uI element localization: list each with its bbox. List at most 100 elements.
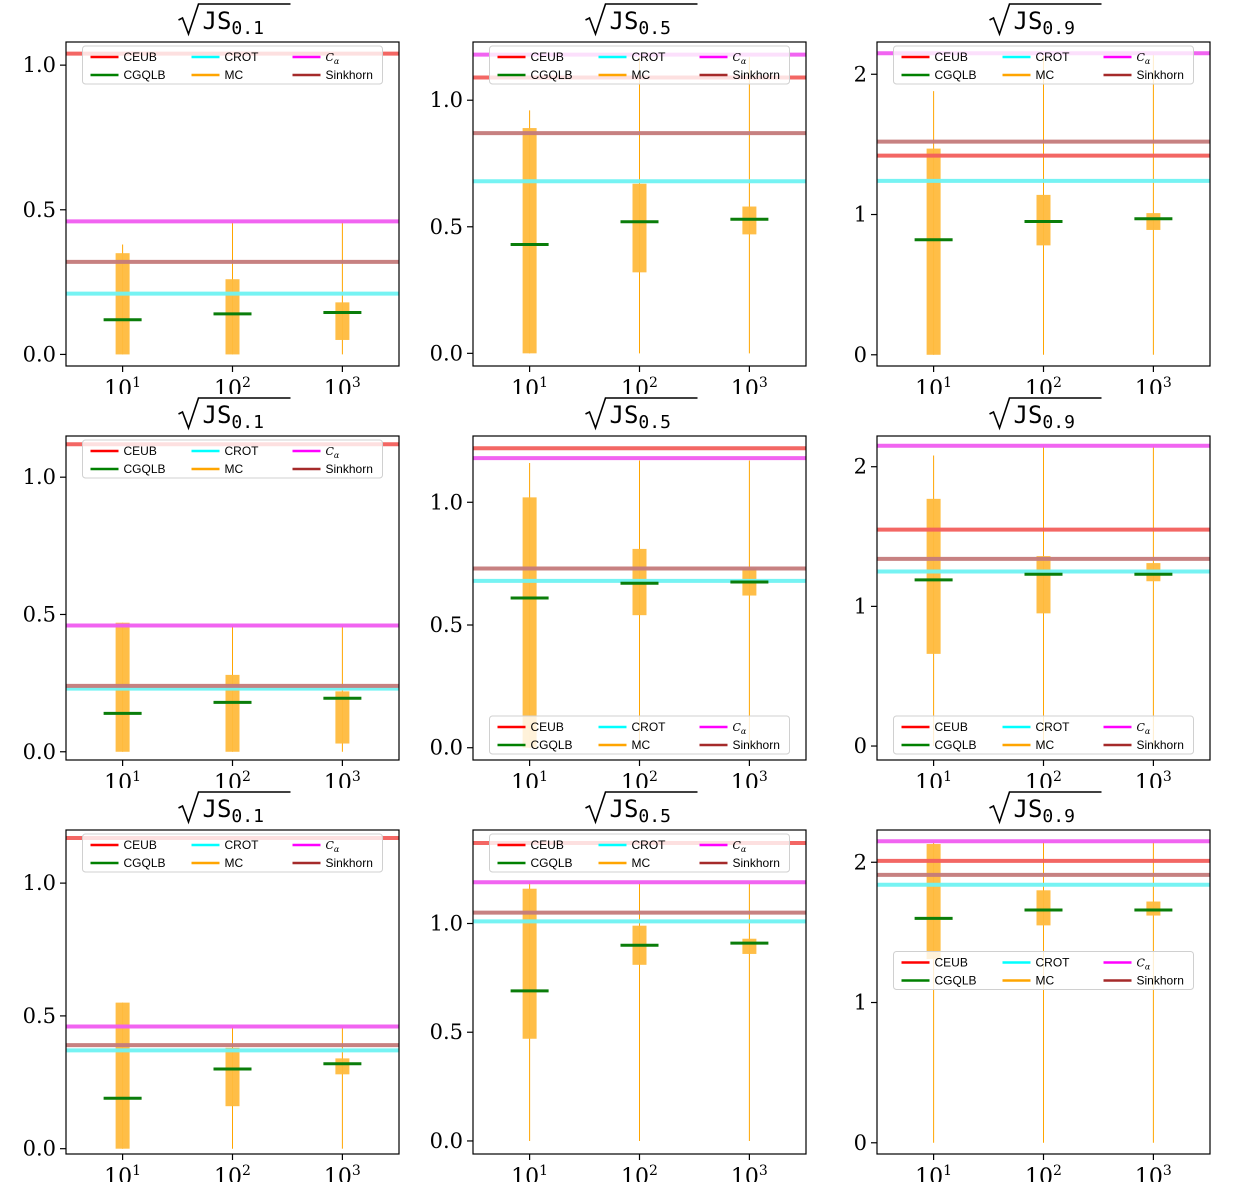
mc-box: [522, 497, 537, 748]
y-tick-label: 1: [854, 203, 867, 227]
y-tick-label: 1: [854, 991, 867, 1015]
y-tick-label: 0.0: [430, 1129, 463, 1153]
mc-box: [115, 1002, 130, 1149]
legend-label: CGQLB: [935, 738, 977, 752]
mc-box: [225, 674, 240, 752]
svg-text:JS0.5: JS0.5: [610, 401, 671, 433]
mc-box: [1036, 890, 1051, 926]
x-tick-label: 103: [1135, 375, 1172, 394]
x-tick-label: 102: [1025, 1163, 1062, 1182]
subplot-title: JS0.5: [585, 397, 698, 433]
legend-label: Sinkhorn: [326, 462, 373, 476]
legend-label: CGQLB: [124, 68, 166, 82]
y-tick-label: 1.0: [430, 88, 463, 112]
legend-label: CEUB: [124, 50, 157, 64]
mc-box: [335, 691, 350, 744]
legend-label: MC: [632, 68, 651, 82]
svg-text:JS0.1: JS0.1: [203, 7, 264, 39]
y-tick-label: 0: [854, 343, 867, 367]
x-tick-label: 103: [324, 375, 361, 394]
x-tick-label: 102: [621, 1163, 658, 1182]
mc-box: [926, 148, 941, 355]
mc-box: [926, 498, 941, 654]
legend-label: MC: [225, 68, 244, 82]
x-tick-label: 103: [324, 769, 361, 788]
x-tick-label: 103: [731, 1163, 768, 1182]
x-tick-label: 101: [511, 1163, 548, 1182]
legend-label: CGQLB: [935, 68, 977, 82]
x-tick-label: 101: [915, 375, 952, 394]
x-tick-label: 103: [731, 375, 768, 394]
legend-label: MC: [632, 738, 651, 752]
legend-label: CGQLB: [935, 974, 977, 988]
legend-label: CEUB: [935, 720, 968, 734]
y-tick-label: 2: [854, 455, 867, 479]
x-tick-label: 102: [621, 769, 658, 788]
legend-label: CROT: [632, 720, 667, 734]
y-tick-label: 0.0: [23, 740, 56, 764]
y-tick-label: 1.0: [23, 53, 56, 77]
y-tick-label: 1.0: [430, 490, 463, 514]
legend-label: CROT: [1036, 956, 1071, 970]
x-tick-label: 102: [621, 375, 658, 394]
legend-label: CEUB: [531, 838, 564, 852]
y-tick-label: 1: [854, 594, 867, 618]
mc-box: [225, 1047, 240, 1107]
svg-text:JS0.1: JS0.1: [203, 401, 264, 433]
legend-label: Sinkhorn: [1137, 738, 1184, 752]
legend-label: CEUB: [935, 50, 968, 64]
subplot-title: JS0.1: [178, 397, 291, 433]
x-tick-label: 102: [214, 769, 251, 788]
y-tick-label: 0.5: [430, 1020, 463, 1044]
legend-label: Sinkhorn: [326, 68, 373, 82]
legend-label: MC: [225, 462, 244, 476]
x-tick-label: 101: [511, 769, 548, 788]
x-tick-label: 103: [1135, 769, 1172, 788]
y-tick-label: 0.5: [23, 1004, 56, 1028]
mc-box: [742, 938, 757, 954]
legend-label: Sinkhorn: [733, 738, 780, 752]
x-tick-label: 103: [1135, 1163, 1172, 1182]
mc-box: [115, 253, 130, 355]
legend-label: MC: [1036, 68, 1055, 82]
x-tick-label: 103: [731, 769, 768, 788]
y-tick-label: 1.0: [23, 871, 56, 895]
x-tick-label: 101: [104, 375, 141, 394]
y-tick-label: 0.0: [23, 1137, 56, 1161]
svg-text:JS0.9: JS0.9: [1014, 401, 1075, 433]
legend-label: CROT: [225, 838, 260, 852]
y-tick-label: 0: [854, 734, 867, 758]
x-tick-label: 101: [511, 375, 548, 394]
subplot-title: JS0.5: [585, 3, 698, 39]
legend-label: CEUB: [531, 50, 564, 64]
y-tick-label: 0: [854, 1131, 867, 1155]
y-tick-label: 2: [854, 850, 867, 874]
legend-label: MC: [225, 856, 244, 870]
legend-label: CROT: [1036, 720, 1071, 734]
legend-label: MC: [1036, 738, 1055, 752]
mc-box: [335, 1058, 350, 1075]
x-tick-label: 103: [324, 1163, 361, 1182]
legend-label: Sinkhorn: [733, 856, 780, 870]
legend-label: CEUB: [531, 720, 564, 734]
subplot-title: JS0.5: [585, 791, 698, 827]
x-tick-label: 102: [1025, 375, 1062, 394]
y-tick-label: 2: [854, 62, 867, 86]
mc-box: [1036, 556, 1051, 614]
legend-label: CEUB: [935, 956, 968, 970]
svg-text:JS0.1: JS0.1: [203, 795, 264, 827]
y-tick-label: 0.0: [23, 342, 56, 366]
x-tick-label: 101: [915, 1163, 952, 1182]
